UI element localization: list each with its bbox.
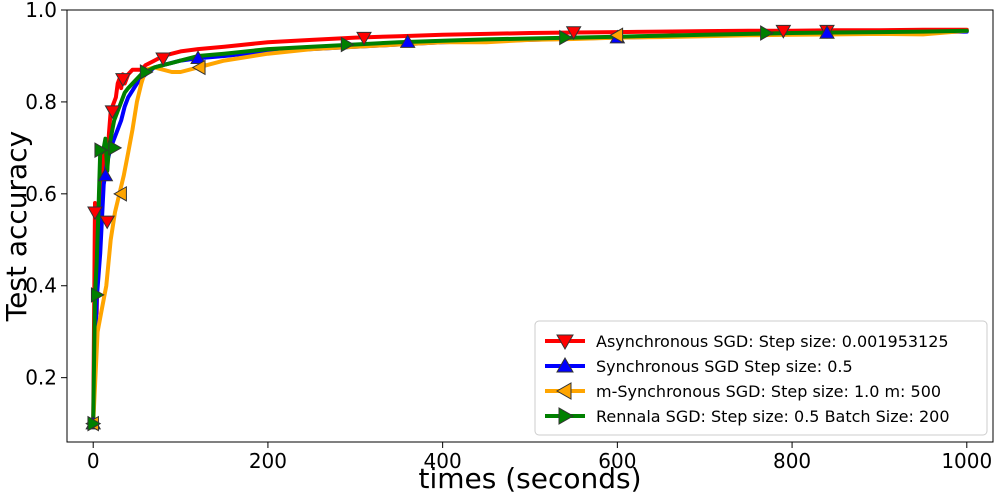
legend-marker-icon	[556, 334, 574, 351]
y-tick-label: 0.4	[25, 274, 57, 298]
series-2-marker	[399, 34, 416, 48]
y-tick-label: 1.0	[25, 0, 57, 22]
y-axis-label: Test accuracy	[0, 131, 33, 322]
series-2-marker	[819, 24, 835, 39]
legend-box	[534, 320, 988, 436]
legend-item-m-synchronous-sgd-step-size-1-0-m-500: m-Synchronous SGD: Step size: 1.0 m: 500	[545, 382, 941, 401]
series-layer	[91, 27, 969, 426]
x-tick-label: 0	[87, 449, 100, 473]
series-1-marker	[775, 24, 792, 39]
series-4-marker	[559, 29, 573, 46]
series-1-marker	[155, 52, 171, 67]
plot-frame	[66, 9, 994, 443]
y-axis-ticks: 0.2 0.4 0.6 0.8 1.0	[25, 0, 67, 390]
series-line-4	[91, 28, 969, 426]
x-axis-ticks: 0 200 400 600 800 1000	[87, 442, 992, 473]
series-1-marker	[565, 26, 582, 41]
series-2-marker	[97, 167, 114, 182]
series-3-marker	[191, 59, 206, 76]
series-4-marker	[108, 140, 123, 156]
series-1-marker	[115, 73, 131, 87]
series-4-marker	[90, 287, 105, 303]
series-1-marker	[356, 31, 372, 46]
series-4-marker	[340, 36, 355, 53]
series-2-marker	[190, 50, 206, 65]
legend-label: Rennala SGD: Step size: 0.5 Batch Size: …	[596, 407, 950, 426]
legend-marker-icon	[555, 382, 572, 400]
legend-marker-icon	[558, 407, 575, 425]
series-4-marker	[94, 142, 109, 159]
legend-item-rennala-sgd-step-size-0-5-batch-size-200: Rennala SGD: Step size: 0.5 Batch Size: …	[545, 407, 950, 426]
legend-label: Asynchronous SGD: Step size: 0.001953125	[596, 332, 949, 351]
series-4-marker	[139, 64, 154, 80]
series-1-marker	[104, 105, 121, 120]
series-1-marker	[87, 206, 103, 221]
legend-item-asynchronous-sgd-step-size-0-001953125: Asynchronous SGD: Step size: 0.001953125	[545, 332, 949, 351]
legend-marker-icon	[556, 356, 574, 373]
x-axis-label: times (seconds)	[418, 462, 641, 495]
series-4-marker	[87, 415, 102, 432]
y-tick-label: 0.6	[25, 182, 57, 206]
series-4-marker	[760, 25, 774, 41]
y-tick-label: 0.2	[25, 366, 57, 390]
series-3-marker	[113, 185, 127, 202]
legend-label: Synchronous SGD Step size: 0.5	[596, 357, 853, 376]
x-tick-label: 1000	[941, 449, 992, 473]
x-tick-label: 800	[773, 449, 811, 473]
legend-label: m-Synchronous SGD: Step size: 1.0 m: 500	[596, 382, 941, 401]
series-1-marker	[99, 215, 116, 230]
legend: Asynchronous SGD: Step size: 0.001953125…	[534, 320, 988, 436]
x-tick-label: 400	[424, 449, 462, 473]
legend-item-synchronous-sgd-step-size-0-5: Synchronous SGD Step size: 0.5	[545, 356, 853, 376]
y-tick-label: 0.8	[25, 90, 57, 114]
x-tick-label: 600	[598, 449, 636, 473]
series-3-marker	[609, 27, 624, 44]
x-tick-label: 200	[249, 449, 287, 473]
marker-layer	[85, 24, 835, 432]
